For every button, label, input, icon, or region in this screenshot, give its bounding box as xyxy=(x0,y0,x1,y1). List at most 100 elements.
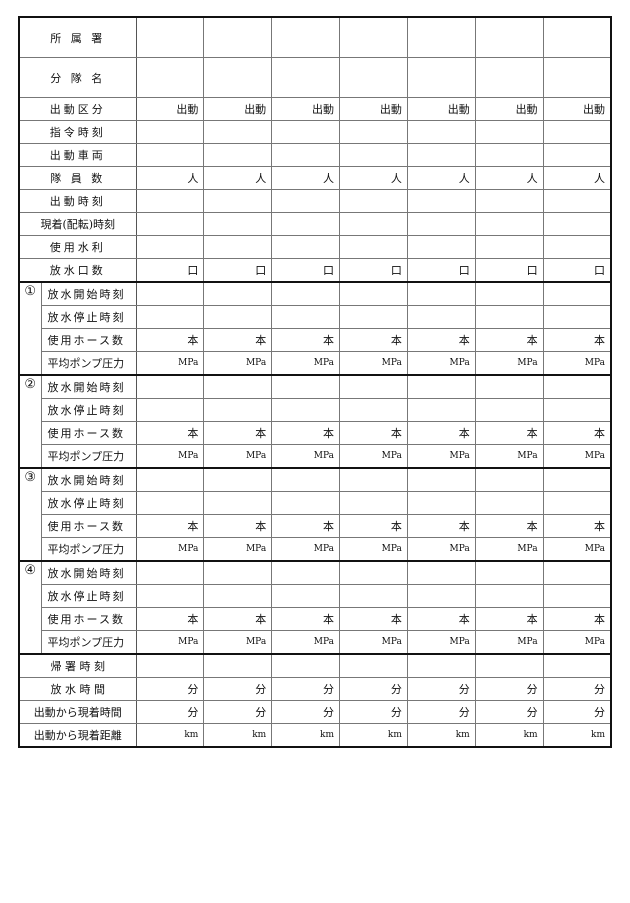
value-cell[interactable]: 人 xyxy=(542,166,612,190)
value-cell[interactable] xyxy=(474,560,544,585)
value-cell[interactable] xyxy=(339,653,408,678)
value-cell[interactable] xyxy=(474,120,544,144)
value-cell[interactable]: MPa xyxy=(339,630,408,655)
value-cell[interactable] xyxy=(339,57,408,98)
value-cell[interactable] xyxy=(474,584,544,608)
value-cell[interactable]: MPa xyxy=(271,444,341,469)
value-cell[interactable]: MPa xyxy=(474,537,544,562)
value-cell[interactable] xyxy=(135,584,205,608)
value-cell[interactable] xyxy=(474,143,544,167)
value-cell[interactable] xyxy=(203,16,273,58)
value-cell[interactable]: 口 xyxy=(474,258,544,283)
value-cell[interactable]: 本 xyxy=(203,607,273,631)
value-cell[interactable]: 出動 xyxy=(406,97,476,121)
value-cell[interactable] xyxy=(474,281,544,306)
value-cell[interactable] xyxy=(135,467,205,492)
value-cell[interactable]: MPa xyxy=(542,351,612,376)
value-cell[interactable]: 出動 xyxy=(135,97,205,121)
value-cell[interactable] xyxy=(339,281,408,306)
value-cell[interactable] xyxy=(271,189,341,213)
value-cell[interactable] xyxy=(339,189,408,213)
value-cell[interactable]: 分 xyxy=(406,677,476,701)
value-cell[interactable] xyxy=(203,281,273,306)
value-cell[interactable] xyxy=(542,398,612,422)
value-cell[interactable] xyxy=(474,189,544,213)
value-cell[interactable]: 本 xyxy=(339,328,408,352)
value-cell[interactable] xyxy=(271,305,341,329)
value-cell[interactable] xyxy=(474,57,544,98)
value-cell[interactable]: km xyxy=(339,723,408,748)
value-cell[interactable] xyxy=(271,491,341,515)
value-cell[interactable] xyxy=(406,398,476,422)
value-cell[interactable] xyxy=(203,560,273,585)
value-cell[interactable]: 本 xyxy=(474,607,544,631)
value-cell[interactable]: 本 xyxy=(271,328,341,352)
value-cell[interactable]: MPa xyxy=(474,630,544,655)
value-cell[interactable] xyxy=(203,491,273,515)
value-cell[interactable] xyxy=(135,560,205,585)
value-cell[interactable] xyxy=(135,212,205,236)
value-cell[interactable] xyxy=(474,491,544,515)
value-cell[interactable]: MPa xyxy=(203,351,273,376)
value-cell[interactable] xyxy=(203,584,273,608)
value-cell[interactable] xyxy=(339,374,408,399)
value-cell[interactable] xyxy=(135,305,205,329)
value-cell[interactable] xyxy=(474,374,544,399)
value-cell[interactable] xyxy=(406,212,476,236)
value-cell[interactable]: 分 xyxy=(271,677,341,701)
value-cell[interactable]: 分 xyxy=(271,700,341,724)
value-cell[interactable] xyxy=(271,653,341,678)
value-cell[interactable]: 本 xyxy=(542,421,612,445)
value-cell[interactable] xyxy=(542,305,612,329)
value-cell[interactable]: MPa xyxy=(271,537,341,562)
value-cell[interactable]: 分 xyxy=(474,700,544,724)
value-cell[interactable]: 出動 xyxy=(474,97,544,121)
value-cell[interactable]: 本 xyxy=(203,514,273,538)
value-cell[interactable] xyxy=(203,212,273,236)
value-cell[interactable] xyxy=(542,189,612,213)
value-cell[interactable] xyxy=(203,374,273,399)
value-cell[interactable]: km xyxy=(542,723,612,748)
value-cell[interactable] xyxy=(474,16,544,58)
value-cell[interactable]: MPa xyxy=(339,537,408,562)
value-cell[interactable]: 本 xyxy=(339,607,408,631)
value-cell[interactable] xyxy=(339,467,408,492)
value-cell[interactable] xyxy=(474,467,544,492)
value-cell[interactable] xyxy=(406,235,476,259)
value-cell[interactable]: km xyxy=(406,723,476,748)
value-cell[interactable] xyxy=(542,560,612,585)
value-cell[interactable] xyxy=(339,491,408,515)
value-cell[interactable] xyxy=(474,398,544,422)
value-cell[interactable] xyxy=(271,212,341,236)
value-cell[interactable]: 口 xyxy=(406,258,476,283)
value-cell[interactable]: 本 xyxy=(271,514,341,538)
value-cell[interactable] xyxy=(271,143,341,167)
value-cell[interactable]: MPa xyxy=(406,537,476,562)
value-cell[interactable] xyxy=(203,305,273,329)
value-cell[interactable] xyxy=(271,281,341,306)
value-cell[interactable]: 分 xyxy=(542,677,612,701)
value-cell[interactable]: km xyxy=(474,723,544,748)
value-cell[interactable] xyxy=(135,235,205,259)
value-cell[interactable]: 本 xyxy=(339,514,408,538)
value-cell[interactable] xyxy=(203,143,273,167)
value-cell[interactable]: 分 xyxy=(339,677,408,701)
value-cell[interactable]: 本 xyxy=(339,421,408,445)
value-cell[interactable] xyxy=(406,120,476,144)
value-cell[interactable]: 出動 xyxy=(203,97,273,121)
value-cell[interactable] xyxy=(406,467,476,492)
value-cell[interactable] xyxy=(135,491,205,515)
value-cell[interactable]: 分 xyxy=(135,700,205,724)
value-cell[interactable]: MPa xyxy=(542,444,612,469)
value-cell[interactable] xyxy=(135,57,205,98)
value-cell[interactable] xyxy=(406,57,476,98)
value-cell[interactable]: 本 xyxy=(474,421,544,445)
value-cell[interactable] xyxy=(203,120,273,144)
value-cell[interactable]: 本 xyxy=(135,607,205,631)
value-cell[interactable] xyxy=(135,143,205,167)
value-cell[interactable] xyxy=(542,16,612,58)
value-cell[interactable]: 本 xyxy=(542,514,612,538)
value-cell[interactable] xyxy=(135,189,205,213)
value-cell[interactable]: 分 xyxy=(203,700,273,724)
value-cell[interactable]: 口 xyxy=(203,258,273,283)
